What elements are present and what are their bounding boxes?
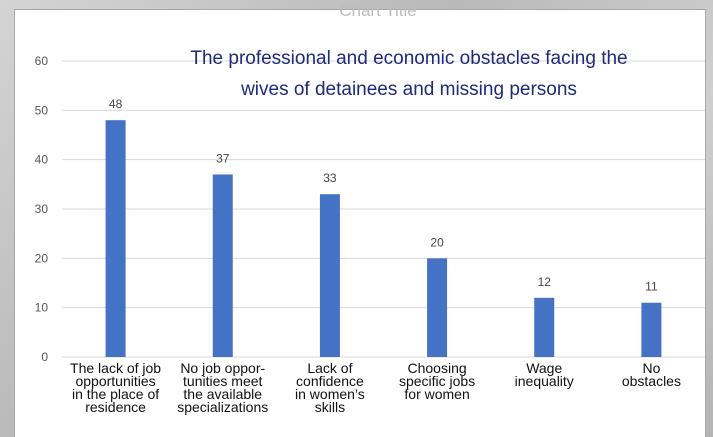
bar bbox=[319, 194, 340, 357]
x-tick-label: Lack of confidence in women’s skills bbox=[276, 360, 383, 415]
x-tick-label-line: in the place of bbox=[71, 386, 160, 402]
x-tick-label: The lack of job opportunities in the place… bbox=[62, 360, 169, 415]
bar bbox=[641, 302, 662, 357]
data-label: 20 bbox=[430, 235, 444, 249]
bar bbox=[105, 120, 126, 357]
data-label: 12 bbox=[538, 275, 552, 289]
x-tick-label-line: in women’s bbox=[295, 386, 365, 402]
x-tick-label-line: Lack of bbox=[307, 360, 353, 376]
data-label: 33 bbox=[323, 171, 337, 185]
chart-title-line-1: The professional and economic obstacles … bbox=[190, 48, 628, 69]
x-tick-label-line: No bbox=[642, 360, 661, 376]
bar bbox=[427, 258, 448, 357]
x-tick-label-line: for women bbox=[404, 386, 470, 402]
x-tick-label: Choosing specific jobs for women bbox=[384, 360, 491, 402]
x-tick-label-line: specializations bbox=[177, 399, 269, 415]
x-tick-label: Wage inequality bbox=[491, 360, 598, 389]
y-tick-label: 10 bbox=[35, 301, 49, 315]
x-tick-label-line: Choosing bbox=[407, 360, 467, 376]
chart-title-line-2: wives of detainees and missing persons bbox=[241, 79, 577, 100]
bar bbox=[212, 174, 233, 357]
x-tick-label-line: Wage bbox=[526, 360, 563, 376]
data-label: 37 bbox=[216, 151, 230, 165]
y-tick-label: 50 bbox=[35, 103, 49, 117]
x-tick-label: No job oppor-tunities meet the available s… bbox=[169, 360, 276, 415]
y-tick-label: 0 bbox=[41, 350, 48, 364]
chart-card bbox=[15, 10, 705, 437]
chart-title: The professional and economic obstacles … bbox=[130, 43, 688, 105]
data-label: 11 bbox=[645, 280, 658, 294]
data-label: 48 bbox=[109, 97, 123, 111]
x-tick-label-line: specific jobs bbox=[398, 373, 476, 389]
x-tick-label: No obstacles bbox=[598, 360, 705, 389]
y-tick-label: 30 bbox=[35, 202, 49, 216]
x-tick-label-line: inequality bbox=[514, 373, 574, 389]
placeholder-chart-title: Chart Title bbox=[339, 1, 417, 20]
x-tick-label-line: confidence bbox=[296, 373, 364, 389]
x-tick-label-line: skills bbox=[314, 399, 346, 415]
x-tick-label-line: No job oppor- bbox=[180, 360, 266, 376]
bar bbox=[534, 297, 555, 357]
x-tick-label-line: opportunities bbox=[75, 373, 156, 389]
y-tick-label: 40 bbox=[35, 153, 49, 167]
x-tick-label-line: obstacles bbox=[621, 373, 681, 389]
x-tick-label-line: The lack of job bbox=[70, 360, 162, 376]
y-tick-label: 60 bbox=[35, 54, 49, 68]
x-tick-label-line: the available bbox=[183, 386, 263, 402]
x-tick-label-line: residence bbox=[85, 399, 146, 415]
x-tick-label-line: tunities meet bbox=[183, 373, 263, 389]
y-tick-label: 20 bbox=[35, 251, 49, 265]
